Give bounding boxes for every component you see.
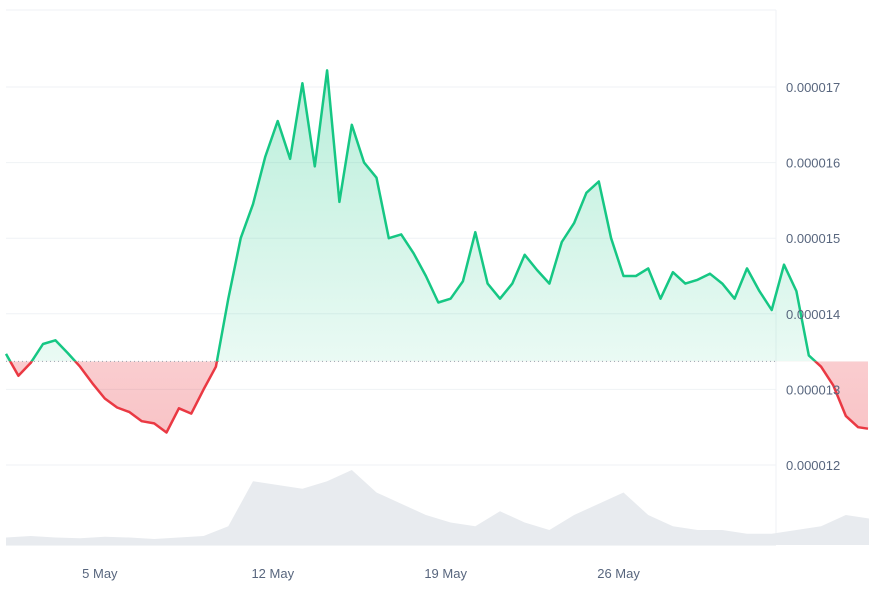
- x-tick-label: 19 May: [424, 566, 467, 581]
- y-tick-label: 0.000015: [786, 231, 840, 246]
- x-tick-label: 26 May: [597, 566, 640, 581]
- price-area-fill: [6, 70, 868, 433]
- y-tick-label: 0.000014: [786, 307, 840, 322]
- area-above-baseline: [6, 70, 868, 362]
- x-tick-label: 12 May: [251, 566, 294, 581]
- price-line[interactable]: [4, 69, 869, 434]
- x-tick-label: 5 May: [82, 566, 118, 581]
- y-tick-label: 0.000016: [786, 156, 840, 171]
- y-tick-label: 0.000013: [786, 382, 840, 397]
- volume-shape: [6, 470, 869, 545]
- price-line-down[interactable]: [6, 70, 869, 434]
- volume-area: [6, 470, 869, 545]
- y-tick-label: 0.000017: [786, 80, 840, 95]
- area-below-baseline: [10, 361, 868, 433]
- x-axis-labels: 5 May 12 May 19 May 26 May: [82, 566, 640, 581]
- y-axis-labels: 0.000012 0.000013 0.000014 0.000015 0.000016…: [786, 80, 840, 473]
- y-tick-label: 0.000012: [786, 458, 840, 473]
- price-line-up[interactable]: [4, 69, 868, 432]
